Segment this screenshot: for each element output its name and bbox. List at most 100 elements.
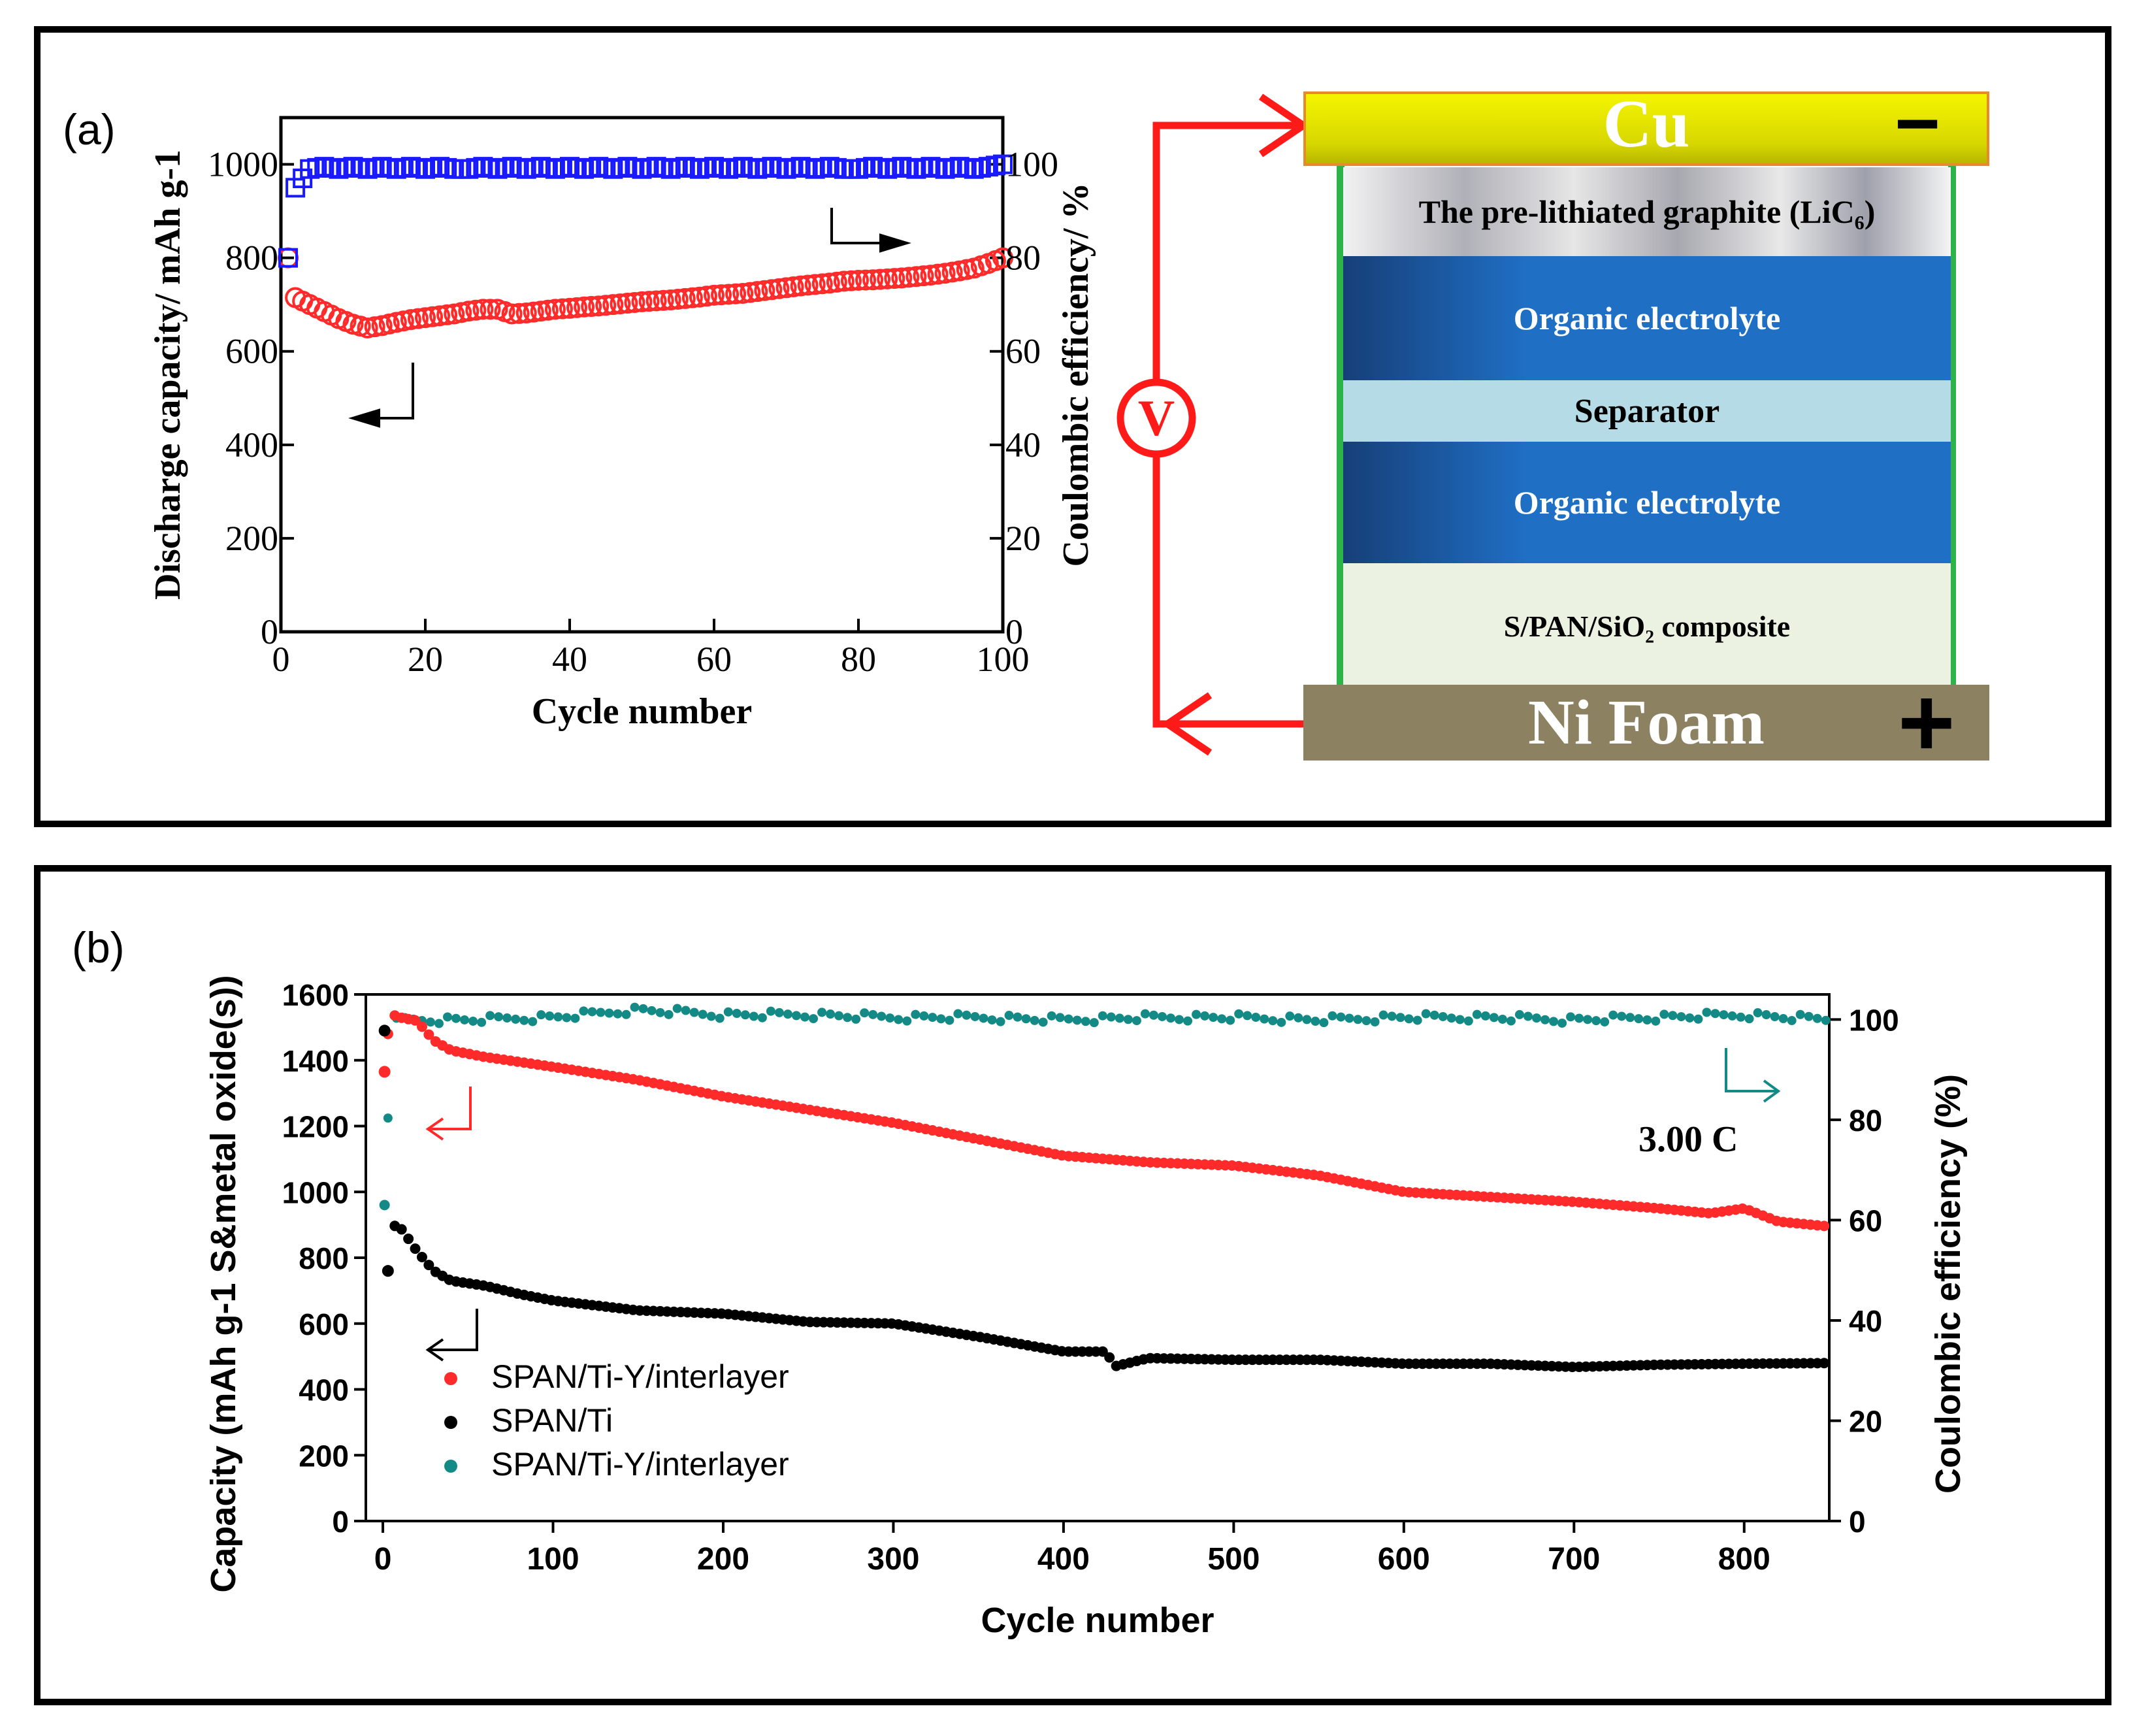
x-tick-label-b: 0 — [374, 1542, 392, 1577]
x-axis-label-b: Cycle number — [981, 1601, 1214, 1640]
efficiency-point-b — [1149, 1010, 1158, 1020]
legend-label: SPAN/Ti-Y/interlayer — [491, 1358, 789, 1395]
capacity-point — [898, 267, 920, 288]
capacity-point — [429, 305, 451, 327]
efficiency-point-b — [809, 1014, 819, 1024]
x-tick-label-a: 0 — [272, 640, 290, 679]
efficiency-point-b — [766, 1006, 775, 1016]
efficiency-point-b — [613, 1009, 623, 1019]
capacity-point — [559, 297, 580, 319]
electrolyte-bottom-layer: Organic electrolyte — [1343, 442, 1951, 563]
capacity-point — [790, 275, 811, 297]
capacity-point — [862, 269, 884, 291]
efficiency-point-b — [1106, 1012, 1116, 1022]
x-tick-label-a: 60 — [696, 640, 732, 679]
efficiency-point-b — [1566, 1012, 1576, 1022]
efficiency-point-b — [1370, 1017, 1380, 1026]
efficiency-point-b — [987, 1015, 997, 1025]
capacity-point — [855, 269, 877, 291]
efficiency-point-b — [1693, 1014, 1703, 1024]
ni-foam-label: Ni Foam — [1528, 687, 1765, 758]
efficiency-point-b — [1353, 1015, 1363, 1024]
efficiency-point-b — [1192, 1009, 1201, 1019]
efficiency-point-b — [1200, 1011, 1210, 1021]
capacity-point — [826, 271, 847, 293]
panel-b-label: (b) — [72, 923, 125, 972]
capacity-point — [624, 291, 645, 313]
capacity-point — [884, 268, 905, 289]
capacity-point — [385, 312, 407, 333]
capacity-point — [451, 302, 472, 323]
efficiency-point-b — [1591, 1016, 1601, 1026]
arrow-black-left — [425, 1309, 478, 1362]
efficiency-point-b — [545, 1011, 555, 1021]
efficiency-point-b — [1217, 1014, 1227, 1024]
capacity-point — [595, 295, 617, 316]
efficiency-point-b — [996, 1017, 1005, 1026]
efficiency-point-b — [528, 1017, 538, 1026]
efficiency-point-b — [1064, 1014, 1073, 1024]
x-tick-label-a: 80 — [841, 640, 876, 679]
y2-axis-label-b: Coulombic efficiency (%) — [1929, 1074, 1968, 1494]
y2-tick-label-b: 80 — [1849, 1104, 1882, 1138]
capacity-point — [501, 303, 523, 325]
arrow-red-left-line — [428, 1087, 472, 1130]
efficiency-point-b — [1463, 1016, 1473, 1026]
capacity-point — [415, 307, 436, 329]
efficiency-point-b — [698, 1009, 708, 1019]
separator-layer: Separator — [1343, 380, 1951, 442]
efficiency-point-b — [1719, 1010, 1729, 1020]
y2-tick-label-b: 20 — [1849, 1404, 1882, 1438]
efficiency-point-b — [425, 1017, 435, 1027]
efficiency-point-b — [511, 1014, 521, 1024]
efficiency-point-b — [689, 1007, 699, 1017]
arrow-black-left-line — [428, 1309, 478, 1351]
efficiency-point-b — [562, 1013, 572, 1023]
span-ti-point — [416, 1251, 427, 1262]
efficiency-point-b — [485, 1011, 495, 1021]
capacity-point — [725, 283, 747, 304]
efficiency-point-b — [1251, 1012, 1261, 1022]
efficiency-point-b — [1676, 1012, 1686, 1022]
efficiency-point-b — [1226, 1015, 1235, 1025]
efficiency-point-b — [1549, 1017, 1559, 1026]
capacity-point — [508, 303, 530, 324]
efficiency-point-b — [1311, 1017, 1320, 1026]
efficiency-point-b — [1523, 1011, 1533, 1021]
y2-tick-label-a: 100 — [1005, 145, 1058, 184]
efficiency-point-b — [1302, 1015, 1312, 1024]
efficiency-point-b — [1089, 1018, 1099, 1028]
efficiency-point-b — [945, 1015, 954, 1025]
efficiency-point-b — [655, 1007, 665, 1017]
capacity-point — [783, 276, 804, 297]
efficiency-point-b — [1642, 1015, 1652, 1024]
efficiency-point-b — [1685, 1013, 1695, 1023]
efficiency-point-b — [1770, 1012, 1780, 1022]
efficiency-point-b — [774, 1007, 784, 1017]
y-tick-label-b: 1200 — [282, 1110, 349, 1144]
capacity-point — [400, 309, 421, 331]
efficiency-point-b — [1378, 1010, 1388, 1020]
y-tick-label-b: 1400 — [282, 1044, 349, 1078]
efficiency-point-b — [1710, 1009, 1720, 1019]
capacity-point — [581, 296, 602, 318]
interlayer-point — [410, 1015, 421, 1026]
capacity-point — [537, 299, 559, 321]
efficiency-point-b — [494, 1012, 504, 1022]
capacity-point — [602, 294, 624, 316]
efficiency-point-b — [715, 1013, 725, 1023]
y2-tick-label-a: 20 — [1005, 519, 1041, 558]
efficiency-point-b — [979, 1013, 988, 1023]
efficiency-point-b — [1736, 1012, 1746, 1022]
efficiency-point-b — [1744, 1014, 1754, 1024]
capacity-point — [840, 270, 862, 291]
efficiency-point-b — [1404, 1014, 1414, 1024]
capacity-point — [949, 260, 970, 282]
y-tick-label-b: 400 — [299, 1373, 349, 1407]
efficiency-point-b — [885, 1013, 895, 1023]
efficiency-point-b — [570, 1013, 580, 1023]
efficiency-point-b — [1668, 1011, 1678, 1021]
capacity-point — [551, 298, 573, 319]
capacity-point — [458, 301, 480, 322]
efficiency-point-b — [604, 1008, 614, 1018]
